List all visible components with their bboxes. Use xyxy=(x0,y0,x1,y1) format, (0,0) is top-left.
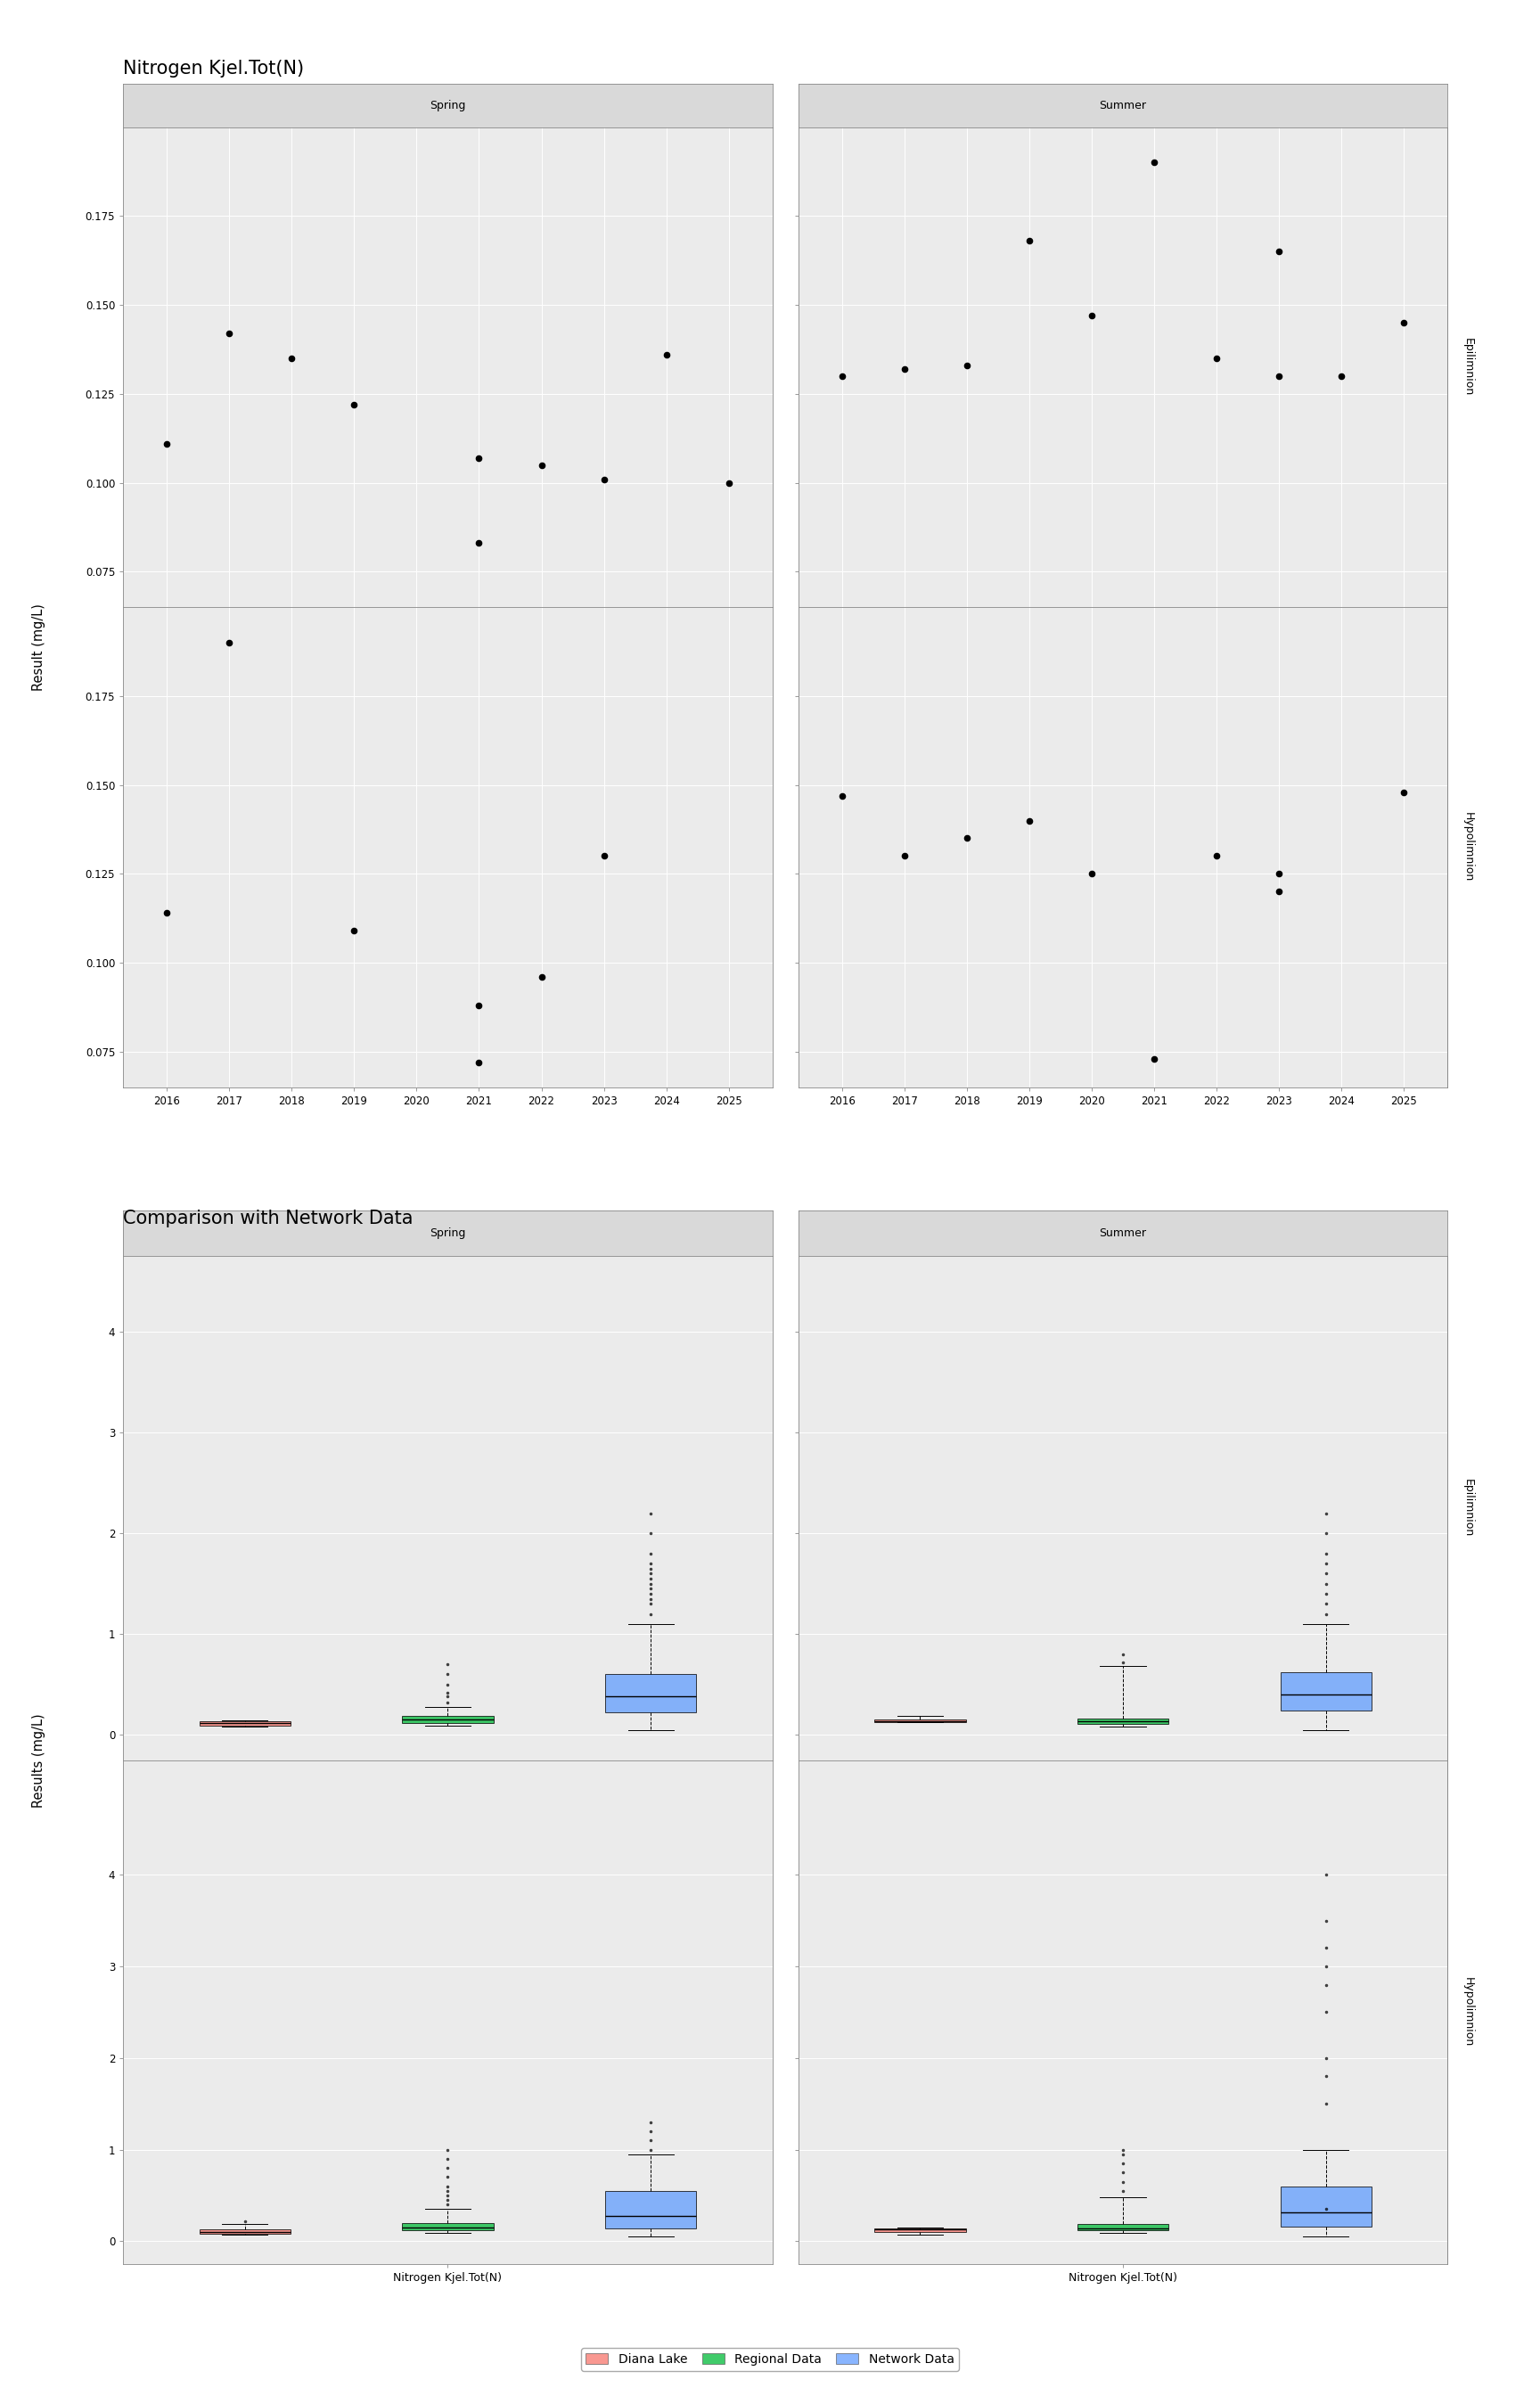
Point xyxy=(591,460,616,498)
Point xyxy=(279,340,303,379)
PathPatch shape xyxy=(1280,1672,1372,1711)
PathPatch shape xyxy=(1280,2185,1372,2226)
Point xyxy=(530,958,554,997)
Point xyxy=(1016,223,1041,261)
Text: Result (mg/L): Result (mg/L) xyxy=(32,604,45,690)
Point xyxy=(830,776,855,815)
Text: Spring: Spring xyxy=(430,101,465,110)
Point xyxy=(1267,357,1292,395)
Y-axis label: Epilimnion: Epilimnion xyxy=(1463,1478,1474,1538)
Point xyxy=(1392,774,1417,812)
Point xyxy=(467,525,491,563)
PathPatch shape xyxy=(402,2223,493,2231)
PathPatch shape xyxy=(605,2190,696,2228)
Point xyxy=(1392,304,1417,343)
Point xyxy=(830,357,855,395)
Point xyxy=(217,623,242,661)
Point xyxy=(1204,340,1229,379)
Text: Results (mg/L): Results (mg/L) xyxy=(32,1713,45,1809)
Point xyxy=(1267,232,1292,271)
PathPatch shape xyxy=(1078,1718,1169,1723)
Point xyxy=(342,910,367,949)
Point xyxy=(1204,836,1229,875)
Text: Summer: Summer xyxy=(1100,1227,1147,1239)
Point xyxy=(955,819,979,858)
Y-axis label: Epilimnion: Epilimnion xyxy=(1463,338,1474,395)
Point xyxy=(1267,855,1292,894)
Point xyxy=(1329,357,1354,395)
Point xyxy=(1267,872,1292,910)
PathPatch shape xyxy=(402,1716,493,1723)
PathPatch shape xyxy=(605,1675,696,1713)
Text: Summer: Summer xyxy=(1100,101,1147,110)
Point xyxy=(654,335,679,374)
Point xyxy=(154,894,179,932)
Y-axis label: Hypolimnion: Hypolimnion xyxy=(1463,812,1474,882)
Point xyxy=(342,386,367,424)
PathPatch shape xyxy=(199,2228,291,2233)
PathPatch shape xyxy=(199,1720,291,1725)
Point xyxy=(591,836,616,875)
Point xyxy=(892,836,916,875)
Text: Spring: Spring xyxy=(430,1227,465,1239)
Point xyxy=(1016,800,1041,839)
Point xyxy=(955,345,979,383)
PathPatch shape xyxy=(875,1720,966,1723)
Point xyxy=(467,1042,491,1081)
Point xyxy=(1141,144,1166,182)
Point xyxy=(154,424,179,462)
Point xyxy=(892,350,916,388)
Point xyxy=(1080,297,1104,335)
Point xyxy=(1141,1040,1166,1078)
PathPatch shape xyxy=(875,2228,966,2231)
Legend: Diana Lake, Regional Data, Network Data: Diana Lake, Regional Data, Network Data xyxy=(581,2348,959,2370)
Y-axis label: Hypolimnion: Hypolimnion xyxy=(1463,1977,1474,2046)
Text: Nitrogen Kjel.Tot(N): Nitrogen Kjel.Tot(N) xyxy=(123,60,305,77)
Point xyxy=(217,314,242,352)
Text: Comparison with Network Data: Comparison with Network Data xyxy=(123,1210,413,1227)
Point xyxy=(530,446,554,484)
Point xyxy=(1080,855,1104,894)
Point xyxy=(467,987,491,1025)
PathPatch shape xyxy=(1078,2223,1169,2231)
Point xyxy=(716,462,741,501)
Point xyxy=(467,438,491,477)
